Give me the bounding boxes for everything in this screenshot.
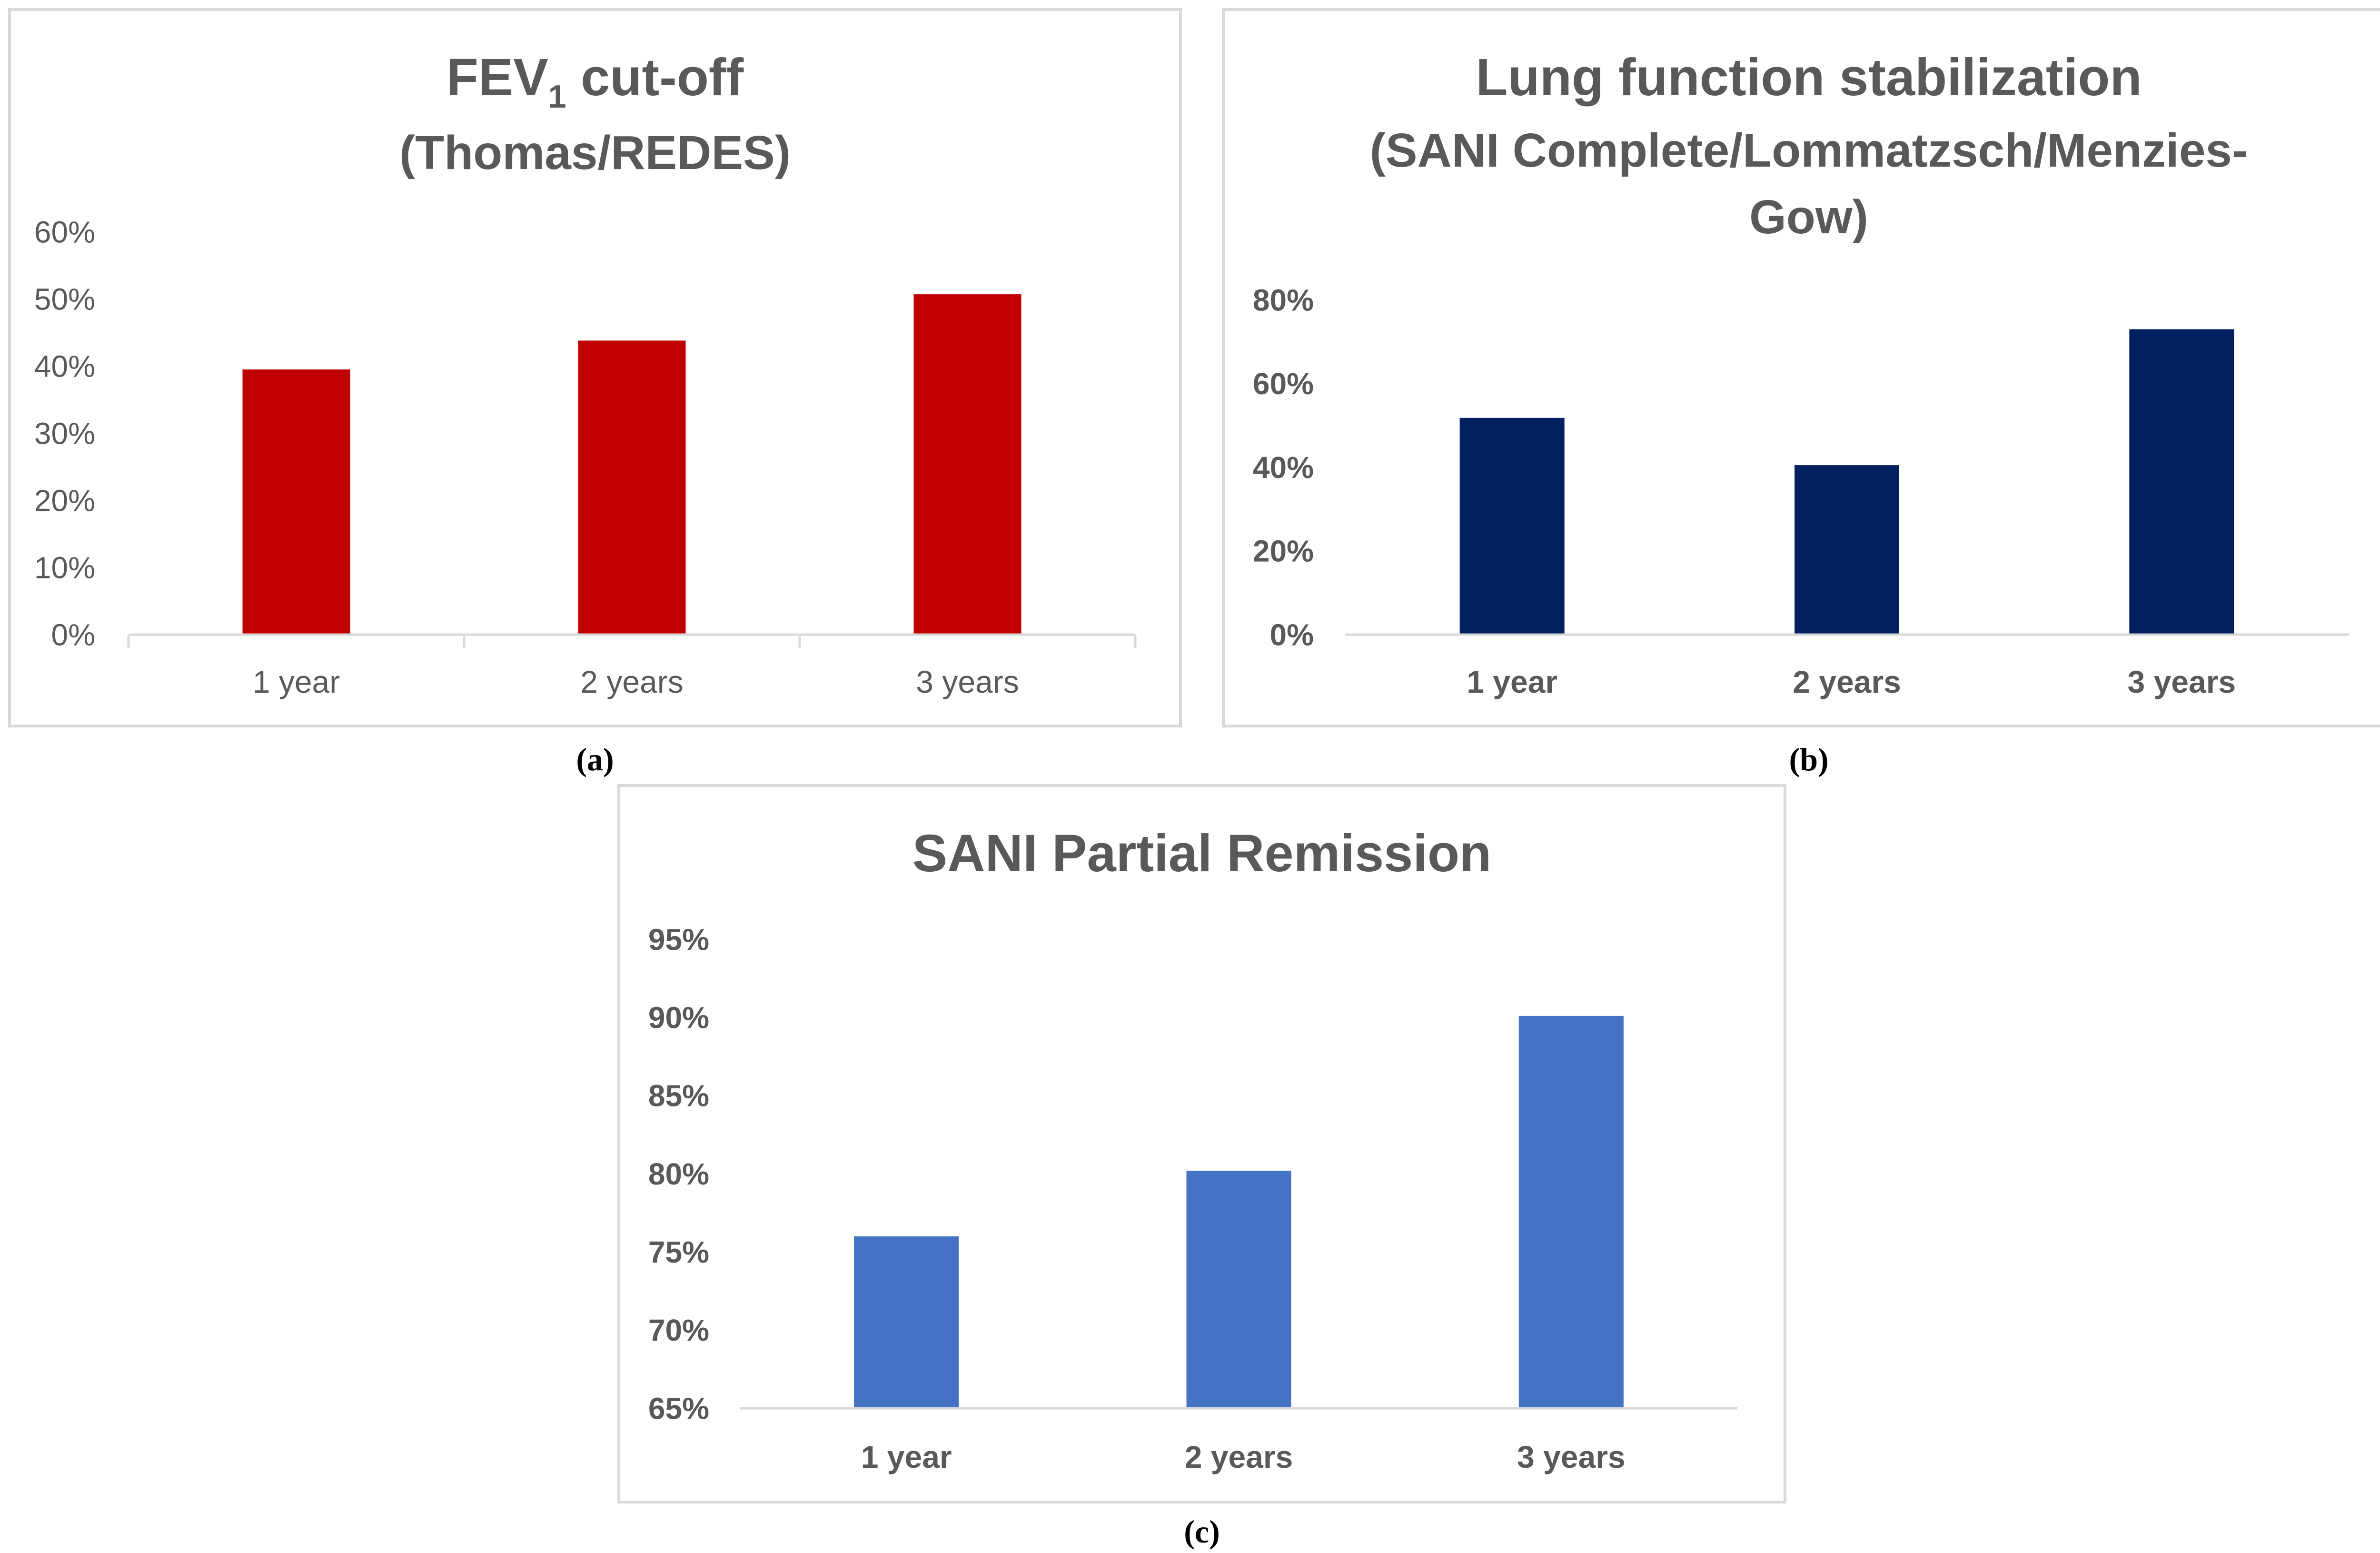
chart-subtitle-line: (Thomas/REDES)	[399, 126, 791, 179]
y-tick-label: 75%	[648, 1235, 709, 1269]
title-subscript: 1	[548, 79, 566, 115]
y-tick-label: 60%	[34, 215, 95, 249]
x-tick-label: 3 years	[916, 664, 1019, 699]
y-tick-label: 10%	[34, 550, 95, 585]
y-tick-label: 95%	[648, 922, 709, 956]
chart-subtitle-line: Gow)	[1749, 190, 1868, 244]
y-tick-label: 30%	[34, 416, 95, 450]
x-tick-label: 1 year	[253, 664, 340, 699]
chart-title: Lung function stabilization	[1476, 48, 2142, 107]
bar-2-years	[1795, 465, 1899, 635]
y-tick-label: 70%	[648, 1313, 709, 1347]
bar-2-years	[1186, 1170, 1291, 1408]
y-tick-label: 0%	[1270, 617, 1314, 652]
bar-2-years	[578, 340, 686, 635]
y-tick-label: 0%	[51, 617, 96, 652]
chart-panel-2: Lung function stabilization (SANI Complet…	[1222, 8, 2380, 777]
chart-title: FEV1 cut-off	[446, 48, 744, 115]
x-tick-label: 2 years	[1793, 664, 1901, 699]
x-tick-label: 2 years	[580, 664, 683, 699]
y-tick-label: 40%	[1253, 450, 1314, 485]
panel-caption: (b)	[1789, 741, 1828, 777]
y-tick-label: 40%	[34, 349, 95, 383]
y-tick-label: 20%	[1253, 534, 1314, 568]
y-tick-label: 85%	[648, 1079, 709, 1113]
chart-panel-1: FEV1 cut-off (Thomas/REDES) 0% 10% 20% 30% 40%…	[8, 8, 1182, 777]
chart-title: SANI Partial Remission	[912, 824, 1492, 883]
chart-subtitle-line: (SANI Complete/Lommatzsch/Menzies-	[1370, 124, 2248, 177]
y-tick-label: 80%	[1253, 283, 1314, 317]
bar-1-year	[1459, 418, 1565, 635]
bar-1-year	[854, 1236, 959, 1408]
y-tick-label: 65%	[648, 1391, 709, 1425]
panel-caption: (c)	[1184, 1513, 1220, 1550]
y-tick-label: 20%	[34, 483, 95, 518]
x-tick-label: 1 year	[1467, 664, 1557, 699]
bar-1-year	[242, 369, 350, 635]
y-tick-label: 60%	[1253, 367, 1314, 401]
y-tick-label: 80%	[648, 1157, 709, 1191]
x-tick-label: 2 years	[1185, 1439, 1293, 1474]
panel-caption: (a)	[576, 741, 614, 777]
y-tick-label: 90%	[648, 1001, 709, 1035]
bar-3-years	[2129, 329, 2234, 635]
y-tick-label: 50%	[34, 282, 95, 316]
x-tick-label: 3 years	[1517, 1439, 1626, 1474]
chart-panel-3: SANI Partial Remission 65% 70% 75% 80% 85% 90%…	[617, 784, 1786, 1550]
bar-3-years	[1518, 1015, 1624, 1408]
x-tick-label: 3 years	[2128, 664, 2236, 699]
bar-3-years	[913, 294, 1021, 635]
x-tick-label: 1 year	[861, 1439, 952, 1474]
